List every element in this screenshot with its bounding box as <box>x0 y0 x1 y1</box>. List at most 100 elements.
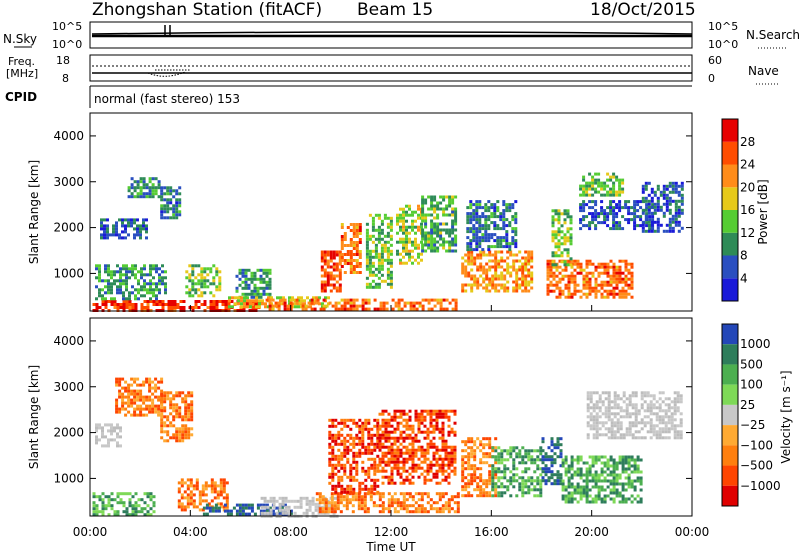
scatter-cell <box>282 302 285 306</box>
scatter-cell <box>439 231 443 235</box>
scatter-cell <box>467 452 471 456</box>
scatter-cell <box>373 442 377 446</box>
scatter-cell <box>104 495 108 499</box>
scatter-cell <box>613 421 617 425</box>
scatter-cell <box>399 436 403 440</box>
scatter-cell <box>491 265 495 269</box>
scatter-cell <box>603 289 607 293</box>
scatter-cell <box>606 172 610 176</box>
scatter-cell <box>594 458 598 462</box>
scatter-cell <box>553 482 557 486</box>
scatter-cell <box>470 494 474 498</box>
scatter-cell <box>191 273 195 277</box>
scatter-cell <box>484 233 488 237</box>
scatter-cell <box>98 291 101 295</box>
scatter-cell <box>589 415 593 419</box>
scatter-cell <box>518 455 522 459</box>
scatter-cell <box>368 249 372 253</box>
scatter-cell <box>659 208 663 212</box>
scatter-cell <box>556 437 560 441</box>
scatter-cell <box>385 301 389 305</box>
scatter-cell <box>411 225 414 229</box>
scatter-cell <box>619 397 623 401</box>
scatter-cell <box>200 303 204 306</box>
scatter-cell <box>505 209 509 213</box>
scatter-cell <box>183 481 187 485</box>
scatter-cell <box>479 458 483 462</box>
scatter-cell <box>212 303 216 306</box>
scatter-cell <box>323 253 327 257</box>
scatter-cell <box>616 397 620 401</box>
scatter-cell <box>128 303 132 306</box>
scatter-cell <box>506 452 510 456</box>
scatter-cell <box>216 484 220 488</box>
scatter-cell <box>158 276 161 280</box>
scatter-cell <box>444 478 448 482</box>
scatter-cell <box>399 442 403 446</box>
scatter-cell <box>104 267 107 271</box>
scatter-cell <box>680 199 684 203</box>
scatter-cell <box>636 494 640 498</box>
scatter-cell <box>336 498 340 502</box>
scatter-cell <box>152 291 155 295</box>
scatter-cell <box>582 200 586 204</box>
scatter-cell <box>389 249 393 253</box>
scatter-cell <box>607 397 611 401</box>
scatter-cell <box>432 445 436 449</box>
scatter-cell <box>564 500 568 504</box>
scatter-cell <box>327 507 331 511</box>
scatter-cell <box>321 510 325 514</box>
scatter-cell <box>385 307 389 311</box>
scatter-cell <box>331 466 335 470</box>
scatter-cell <box>334 466 338 470</box>
scatter-cell <box>367 469 371 473</box>
scatter-cell <box>178 391 182 395</box>
scatter-cell <box>240 305 243 309</box>
scatter-cell <box>591 473 595 477</box>
scatter-cell <box>453 469 457 473</box>
scatter-cell <box>450 460 454 464</box>
scatter-cell <box>521 262 525 266</box>
scatter-cell <box>188 294 192 298</box>
scatter-cell <box>124 227 127 231</box>
scatter-cell <box>613 394 617 398</box>
scatter-cell <box>647 199 651 203</box>
scatter-cell <box>343 421 347 425</box>
scatter-cell <box>149 291 152 295</box>
scatter-cell <box>451 243 455 247</box>
scatter-cell <box>622 391 626 395</box>
scatter-cell <box>637 409 641 413</box>
scatter-cell <box>414 418 418 422</box>
scatter-cell <box>662 190 666 194</box>
scatter-cell <box>371 273 375 277</box>
scatter-cell <box>621 215 625 219</box>
scatter-cell <box>478 242 482 246</box>
scatter-cell <box>204 481 208 485</box>
scatter-cell <box>668 229 672 233</box>
scatter-cell <box>330 495 334 499</box>
scatter-cell <box>402 445 406 449</box>
scatter-cell <box>497 485 501 489</box>
scatter-cell <box>541 440 545 444</box>
scatter-cell <box>656 226 660 230</box>
scatter-cell <box>136 383 140 387</box>
scatter-cell <box>630 283 634 287</box>
scatter-cell <box>290 499 294 503</box>
scatter-cell <box>191 282 195 286</box>
scatter-cell <box>139 186 143 190</box>
scatter-cell <box>500 482 504 486</box>
scatter-cell <box>603 262 607 266</box>
scatter-cell <box>550 437 554 441</box>
scatter-cell <box>421 201 425 205</box>
scatter-cell <box>262 289 266 293</box>
scatter-cell <box>391 298 395 302</box>
scatter-cell <box>336 507 340 511</box>
scatter-cell <box>627 221 631 225</box>
scatter-cell <box>563 221 567 225</box>
scatter-cell <box>169 189 173 193</box>
scatter-cell <box>164 270 167 274</box>
scatter-cell <box>484 227 488 231</box>
scatter-cell <box>603 221 607 225</box>
scatter-cell <box>383 216 387 220</box>
scatter-cell <box>163 391 167 395</box>
